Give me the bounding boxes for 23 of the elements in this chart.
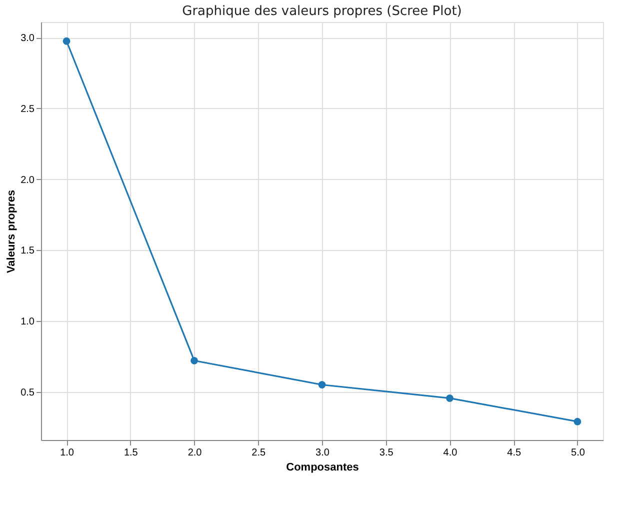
y-tick-label: 1.0	[20, 316, 35, 328]
x-tick-label: 4.0	[443, 448, 458, 458]
x-tick-label: 3.5	[379, 448, 394, 458]
chart-title: Graphique des valeurs propres (Scree Plot)	[182, 4, 462, 19]
point	[190, 356, 198, 364]
point	[574, 418, 582, 426]
y-tick-label: 2.0	[20, 174, 35, 186]
x-tick-label: 2.0	[188, 448, 202, 458]
y-tick-label: 1.5	[20, 246, 35, 257]
y-tick-label: 2.5	[20, 104, 35, 115]
x-tick-label: 5.0	[571, 448, 586, 458]
point	[446, 394, 454, 402]
x-tick-label: 2.5	[252, 448, 266, 458]
x-tick-label: 1.0	[60, 448, 74, 458]
x-tick-label: 3.0	[316, 448, 330, 458]
y-tick-label: 3.0	[20, 33, 35, 44]
point	[62, 37, 70, 45]
y-axis-title: Valeurs propres	[6, 190, 18, 274]
x-tick-label: 1.5	[124, 448, 138, 458]
point	[318, 381, 326, 388]
x-axis-title: Composantes	[286, 462, 359, 474]
y-tick-label: 0.5	[20, 387, 35, 398]
x-tick-label: 4.5	[507, 448, 522, 458]
